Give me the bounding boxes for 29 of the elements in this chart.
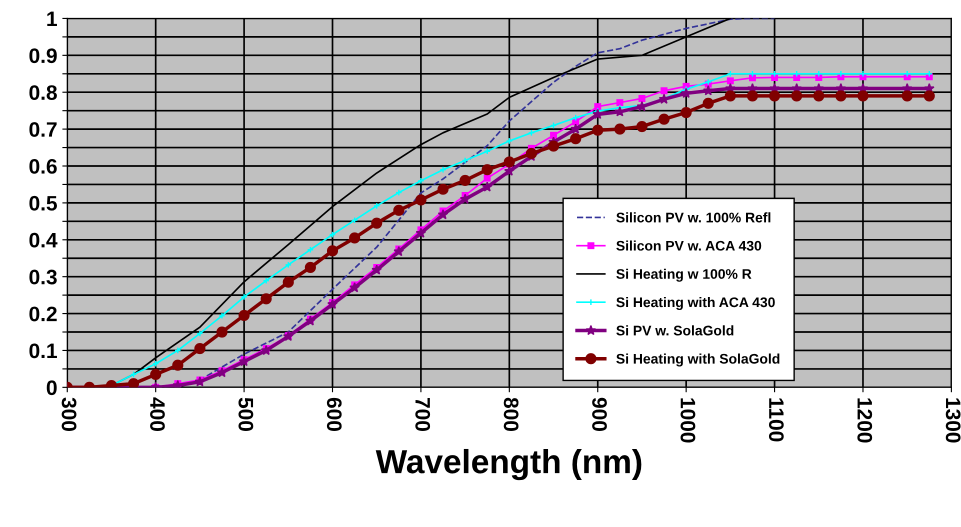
- y-tick-label: 0.8: [29, 85, 57, 100]
- y-tick-label: 0.2: [29, 306, 57, 322]
- legend-label: Si Heating with ACA 430: [616, 296, 775, 310]
- x-tick-label: 700: [415, 398, 430, 431]
- y-tick-label: 1: [47, 12, 57, 26]
- legend-label: Si Heating w 100% R: [616, 268, 752, 282]
- x-tick-label: 800: [504, 398, 518, 431]
- legend-label: Si PV w. SolaGold: [616, 325, 734, 336]
- x-tick-label: 300: [62, 398, 76, 431]
- y-tick-label: 0.7: [29, 122, 57, 137]
- x-tick-label: 400: [150, 397, 165, 431]
- y-tick-label: 0.1: [29, 343, 57, 358]
- y-tick-label: 0.5: [29, 196, 57, 211]
- x-tick-label: 1300: [946, 398, 961, 443]
- legend-label: Si Heating with SolaGold: [616, 354, 780, 367]
- y-tick-label: 0.6: [29, 159, 57, 174]
- x-tick-label: 1200: [857, 398, 872, 443]
- legend-label: Silicon PV w. 100% Refl: [616, 212, 770, 222]
- y-tick-label: 0: [46, 380, 57, 396]
- x-axis-title: Wavelength (nm): [376, 448, 642, 480]
- y-tick-label: 0.3: [29, 270, 57, 284]
- y-tick-label: 0.4: [29, 232, 58, 248]
- x-tick-label: 500: [238, 398, 254, 431]
- x-tick-label: 900: [592, 398, 607, 431]
- legend-label: Silicon PV w. ACA 430: [616, 240, 762, 251]
- y-tick-label: 0.9: [29, 48, 57, 64]
- x-tick-label: 600: [326, 398, 342, 431]
- x-tick-label: 1000: [680, 398, 696, 443]
- x-tick-label: 1100: [768, 398, 784, 442]
